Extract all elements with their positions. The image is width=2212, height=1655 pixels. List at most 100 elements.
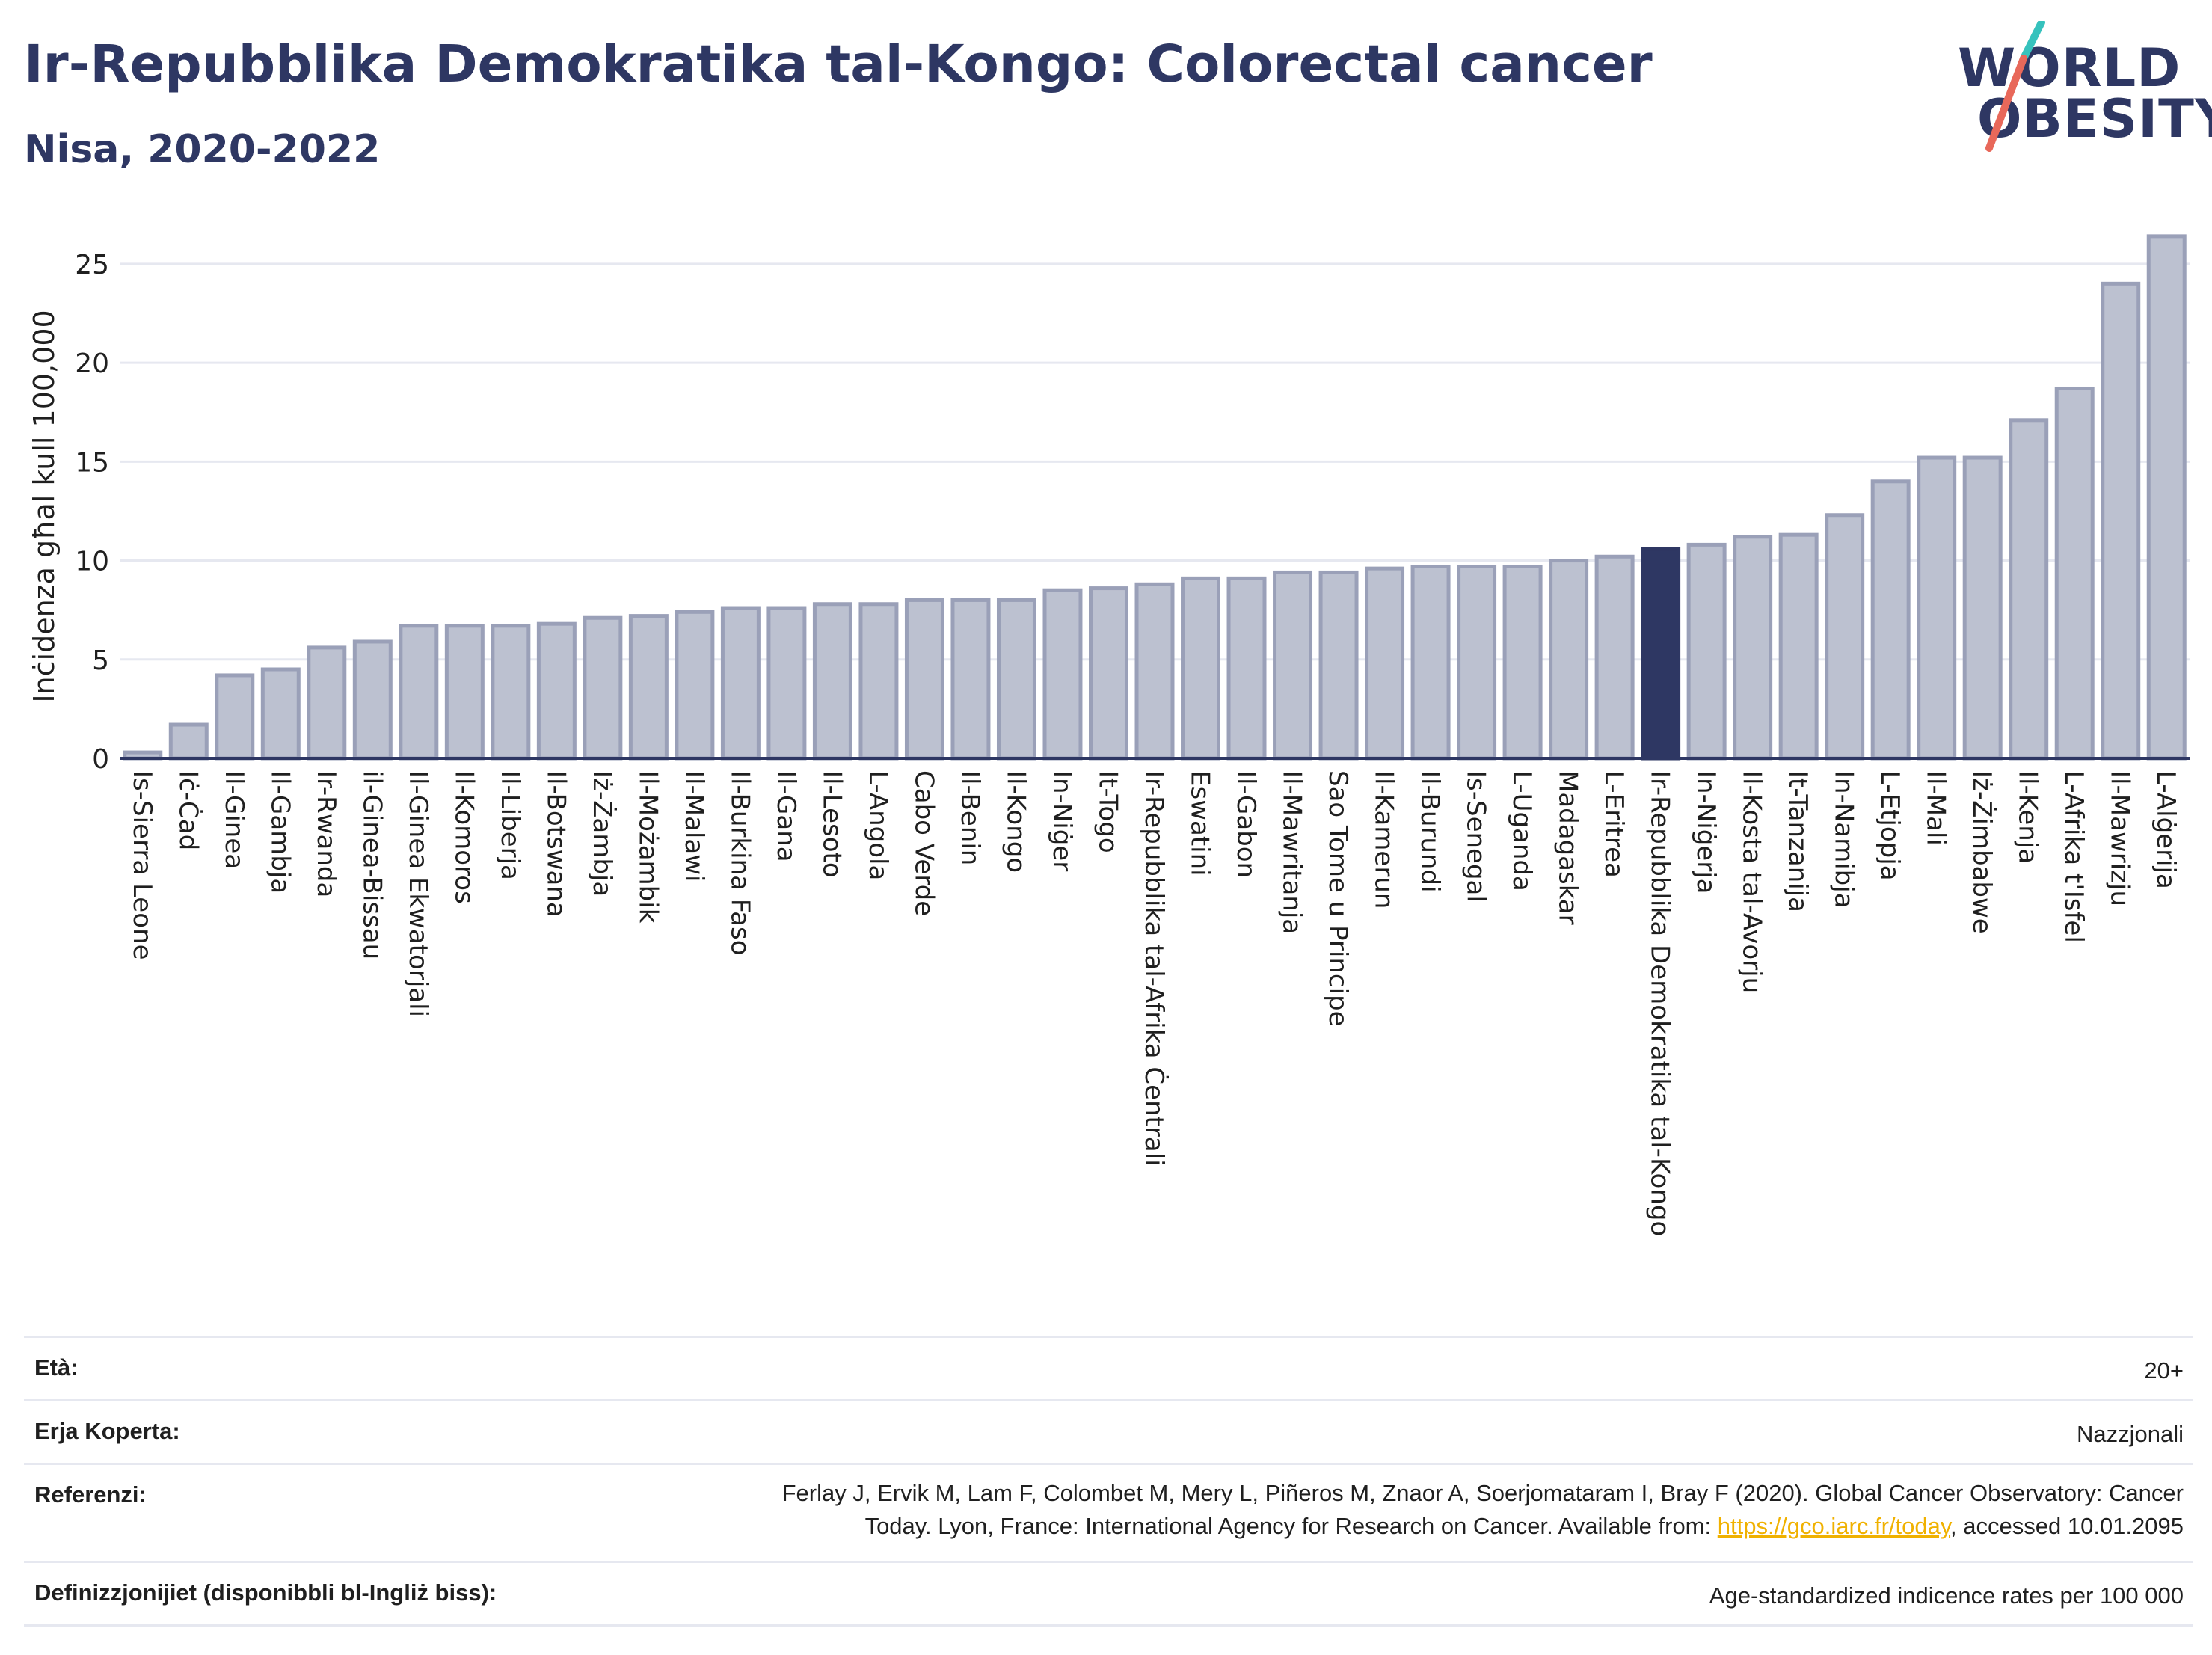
definitions-label: Definizzjonijiet (disponibbli bl-Ingliż …	[34, 1579, 497, 1606]
age-value: 20+	[2144, 1357, 2184, 1384]
info-row-area: Erja Koperta: Nazzjonali	[24, 1399, 2193, 1463]
bar	[1365, 566, 1405, 761]
bar	[352, 639, 393, 761]
x-tick-label: Il-Kamerun	[1369, 770, 1399, 909]
x-tick-label: Il-Możambik	[633, 770, 663, 924]
area-label: Erja Koperta:	[34, 1418, 180, 1444]
chart-title: Ir-Repubblika Demokratika tal-Kongo: Col…	[24, 34, 1653, 94]
bar	[583, 615, 623, 761]
bar	[1778, 532, 1819, 761]
x-tick-label: Il-Komoros	[449, 770, 479, 904]
x-tick-label: Il-Benin	[955, 770, 985, 865]
y-tick-label: 0	[92, 744, 109, 775]
bar	[444, 624, 485, 761]
x-tick-label: Ir-Repubblika tal-Afrika Ċentrali	[1139, 770, 1170, 1167]
x-tick-label: Il-Botswana	[541, 770, 571, 918]
y-axis-label: Inċidenza għal kull 100,000	[28, 310, 61, 702]
definitions-value: Age-standardized indicence rates per 100…	[1709, 1582, 2184, 1609]
logo-word-world: WORLD	[1958, 37, 2181, 99]
x-tick-label: Il-Mawritanja	[1277, 770, 1307, 934]
bar	[1733, 535, 1773, 761]
references-line-2: Today. Lyon, France: International Agenc…	[782, 1510, 2184, 1543]
bar	[996, 598, 1036, 761]
bar	[1042, 588, 1083, 761]
x-tick-label: Il-Burundi	[1415, 770, 1445, 893]
x-tick-label: Il-Gambja	[265, 770, 295, 894]
x-tick-label: Il-Gabon	[1231, 770, 1261, 878]
x-tick-label: Il-Kongo	[1001, 770, 1030, 873]
x-tick-label: il-Ginea-Bissau	[357, 770, 387, 959]
x-tick-label: Iż-Żimbabwe	[1967, 770, 1997, 934]
bar	[2146, 234, 2187, 761]
bar	[260, 667, 301, 761]
logo-word-obesity: OBESITY	[1977, 88, 2212, 150]
x-tick-label: Il-Mali	[1921, 770, 1951, 846]
references-line-2-text: Today. Lyon, France: International Agenc…	[864, 1513, 1718, 1539]
x-tick-label: Il-Kosta tal-Avorju	[1737, 770, 1767, 993]
x-tick-label: Is-Senegal	[1461, 770, 1491, 903]
x-tick-label: In-Niġerja	[1691, 770, 1721, 894]
bar	[2054, 386, 2095, 761]
x-tick-label: Cabo Verde	[909, 770, 938, 916]
bar	[491, 624, 531, 761]
x-tick-label: Eswatini	[1185, 770, 1215, 876]
bar	[904, 598, 944, 761]
x-tick-label: In-Namibja	[1829, 770, 1859, 909]
bar	[215, 673, 255, 761]
area-value: Nazzjonali	[2076, 1421, 2184, 1447]
bar	[1318, 570, 1359, 761]
x-tick-label: Sao Tome u Principe	[1323, 770, 1353, 1027]
y-tick-label: 10	[75, 547, 109, 577]
bar	[1181, 576, 1221, 761]
x-tick-label: It-Togo	[1093, 770, 1122, 853]
logo-slash-icon	[1985, 21, 2045, 152]
bar	[168, 722, 209, 761]
x-tick-label: Il-Ginea	[219, 770, 249, 869]
x-tick-label: L-Angola	[863, 770, 893, 880]
bar	[1134, 582, 1175, 761]
bar	[399, 624, 439, 761]
info-row-references: Referenzi: Ferlay J, Ervik M, Lam F, Col…	[24, 1463, 2193, 1561]
x-tick-label: In-Niġer	[1047, 770, 1077, 871]
info-row-definitions: Definizzjonijiet (disponibbli bl-Ingliż …	[24, 1561, 2193, 1627]
bar	[1962, 455, 2003, 761]
y-tick-label: 20	[75, 348, 109, 379]
info-table: Età: 20+ Erja Koperta: Nazzjonali Refere…	[24, 1336, 2193, 1627]
bar	[766, 606, 807, 761]
references-value: Ferlay J, Ervik M, Lam F, Colombet M, Me…	[782, 1477, 2184, 1543]
bar	[1410, 564, 1451, 761]
bar	[1549, 559, 1589, 761]
x-tick-label: Il-Liberja	[495, 770, 525, 880]
bar	[307, 645, 347, 761]
x-tick-label: Iċ-Ċad	[173, 770, 203, 850]
bar	[1502, 564, 1543, 761]
x-tick-label: Il-Ginea Ekwatorjali	[403, 770, 433, 1017]
x-tick-label: Ir-Rwanda	[311, 770, 341, 897]
x-tick-label: Il-Gana	[771, 770, 801, 862]
bar	[1226, 576, 1267, 761]
bar	[1273, 570, 1313, 761]
bar	[1457, 564, 1497, 761]
x-tick-label: L-Eritrea	[1599, 770, 1629, 878]
x-tick-label: Is-Sierra Leone	[127, 770, 157, 960]
x-tick-label: L-Alġerija	[2151, 770, 2181, 889]
info-row-age: Età: 20+	[24, 1336, 2193, 1399]
x-tick-label: Il-Lesoto	[817, 770, 847, 878]
bar	[858, 602, 899, 761]
y-tick-label: 15	[75, 447, 109, 478]
age-label: Età:	[34, 1354, 79, 1381]
bar	[1594, 554, 1635, 761]
x-tick-label: It-Tanzanija	[1783, 770, 1813, 912]
world-obesity-logo: WORLD OBESITY	[1952, 21, 2212, 156]
chart-subtitle: Nisa, 2020-2022	[24, 127, 381, 172]
bar	[1917, 455, 1957, 761]
bar	[1870, 479, 1911, 761]
bar	[675, 610, 715, 761]
bar	[812, 602, 852, 761]
x-tick-label: Il-Malawi	[679, 770, 709, 882]
x-tick-label: L-Uganda	[1507, 770, 1537, 891]
bar	[720, 606, 761, 761]
references-link[interactable]: https://gco.iarc.fr/today	[1717, 1513, 1951, 1539]
bar	[1825, 513, 1865, 761]
bar	[2009, 418, 2049, 761]
